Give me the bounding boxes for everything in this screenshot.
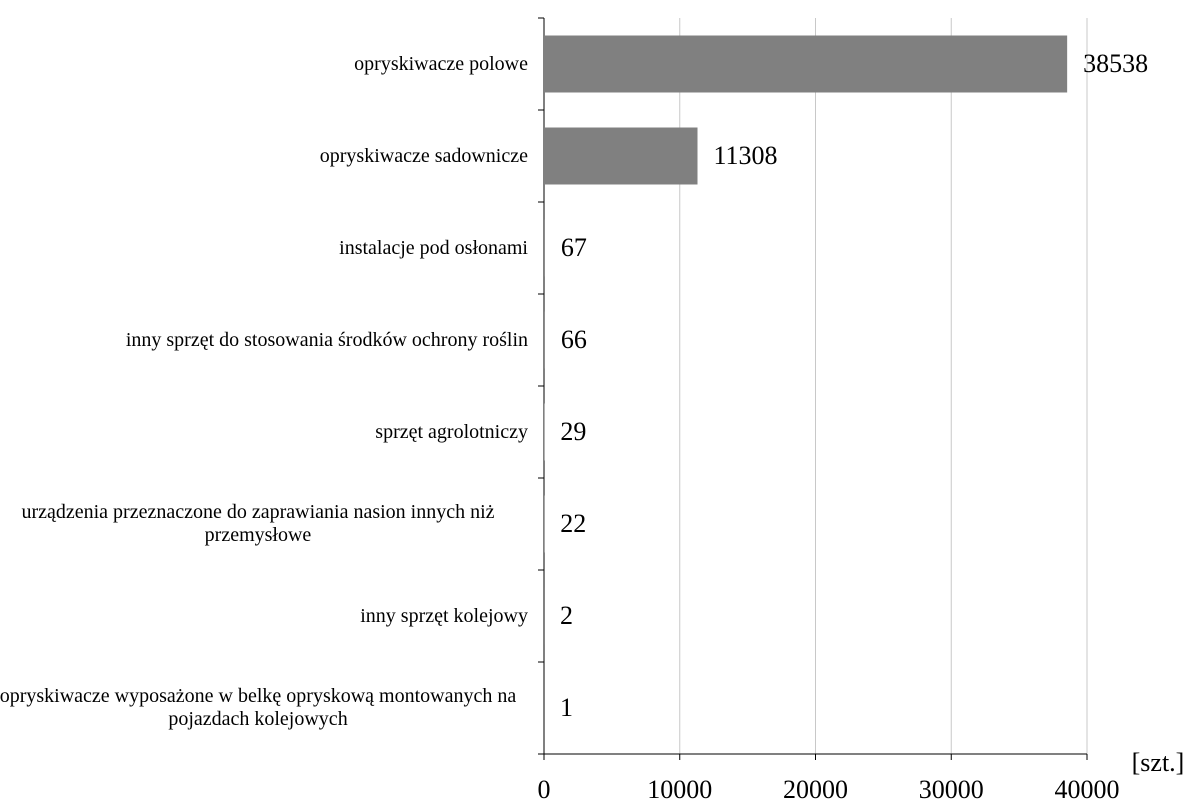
- bar: [544, 219, 545, 277]
- value-label: 11308: [714, 141, 778, 170]
- value-label: 67: [561, 233, 587, 262]
- x-tick-label: 10000: [647, 775, 712, 804]
- x-tick-label: 20000: [783, 775, 848, 804]
- value-label: 66: [561, 325, 587, 354]
- bar: [544, 311, 545, 369]
- category-label: opryskiwacze polowe: [354, 52, 528, 75]
- bar: [544, 127, 698, 185]
- category-label-box: sprzęt agrolotniczy: [0, 386, 528, 478]
- category-label: inny sprzęt kolejowy: [360, 604, 528, 627]
- category-label-box: opryskiwacze sadownicze: [0, 110, 528, 202]
- category-label-box: urządzenia przeznaczone do zaprawiania n…: [0, 478, 528, 570]
- x-tick-label: 30000: [919, 775, 984, 804]
- category-label-box: instalacje pod osłonami: [0, 202, 528, 294]
- value-label: 38538: [1083, 49, 1148, 78]
- category-label: inny sprzęt do stosowania środków ochron…: [125, 328, 528, 351]
- value-label: 1: [560, 693, 573, 722]
- value-label: 22: [560, 509, 586, 538]
- category-label: instalacje pod osłonami: [339, 236, 528, 259]
- value-label: 29: [560, 417, 586, 446]
- category-label: opryskiwacze wyposażone w belkę opryskow…: [0, 685, 517, 730]
- category-label: sprzęt agrolotniczy: [375, 420, 528, 443]
- category-label-box: inny sprzęt do stosowania środków ochron…: [0, 294, 528, 386]
- x-tick-label: 0: [538, 775, 551, 804]
- x-axis-label: [szt.]: [1132, 748, 1185, 777]
- category-label: opryskiwacze sadownicze: [319, 144, 528, 167]
- category-label-box: opryskiwacze polowe: [0, 18, 528, 110]
- category-label-box: opryskiwacze wyposażone w belkę opryskow…: [0, 662, 528, 754]
- category-label: urządzenia przeznaczone do zaprawiania n…: [21, 501, 495, 546]
- category-label-box: inny sprzęt kolejowy: [0, 570, 528, 662]
- x-tick-label: 40000: [1055, 775, 1120, 804]
- value-label: 2: [560, 601, 573, 630]
- bar: [544, 35, 1068, 93]
